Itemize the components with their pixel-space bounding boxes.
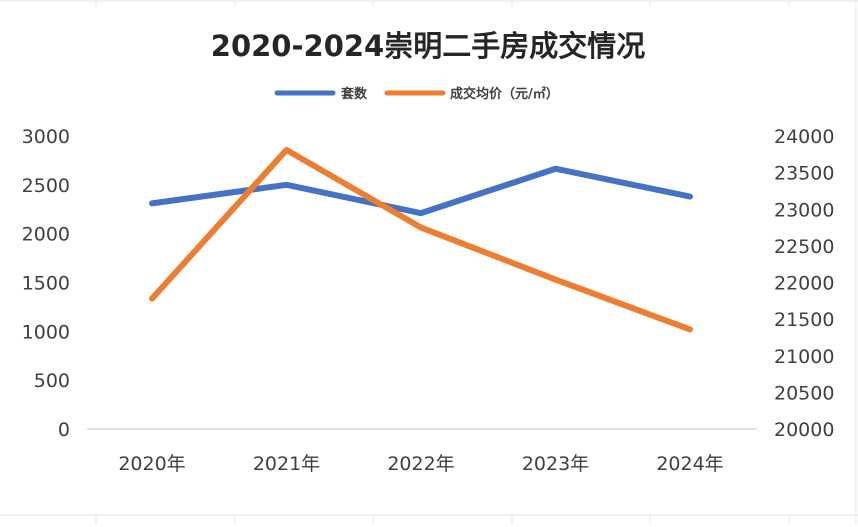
y-left-tick-label: 1000 — [22, 321, 70, 343]
y-right-tick-label: 20000 — [774, 419, 834, 441]
y-right-tick-label: 22500 — [774, 236, 834, 258]
legend-label-series-2: 成交均价（元/㎡） — [450, 86, 559, 102]
y-left-tick-label: 3000 — [22, 126, 70, 148]
y-right-tick-label: 21000 — [774, 346, 834, 368]
x-tick-label: 2021年 — [253, 453, 320, 475]
y-right-tick-label: 23000 — [774, 199, 834, 221]
x-tick-label: 2020年 — [118, 453, 185, 475]
legend-label-series-1: 套数 — [340, 86, 368, 102]
y-left-tick-label: 2500 — [22, 175, 70, 197]
x-tick-label: 2022年 — [387, 453, 454, 475]
y-axis-right: 20000 20500 21000 21500 22000 22500 23000 23500… — [774, 126, 834, 441]
x-tick-label: 2023年 — [522, 453, 589, 475]
y-left-tick-label: 0 — [58, 419, 70, 441]
series-line-2 — [149, 146, 693, 333]
legend: 套数 成交均价（元/㎡） — [274, 86, 559, 102]
y-right-tick-label: 22000 — [774, 273, 834, 295]
chart-title: 2020-2024崇明二手房成交情况 — [211, 29, 645, 63]
y-left-tick-label: 500 — [34, 370, 70, 392]
y-axis-left: 0 500 1000 1500 2000 2500 3000 — [22, 126, 70, 441]
series-line-1 — [149, 165, 693, 217]
y-left-tick-label: 2000 — [22, 224, 70, 246]
y-left-tick-label: 1500 — [22, 273, 70, 295]
series-layer — [149, 146, 693, 333]
x-tick-label: 2024年 — [656, 453, 723, 475]
y-right-tick-label: 24000 — [774, 126, 834, 148]
y-right-tick-label: 21500 — [774, 309, 834, 331]
y-right-tick-label: 20500 — [774, 382, 834, 404]
x-axis: 2020年 2021年 2022年 2023年 2024年 — [118, 453, 723, 475]
y-right-tick-label: 23500 — [774, 163, 834, 185]
